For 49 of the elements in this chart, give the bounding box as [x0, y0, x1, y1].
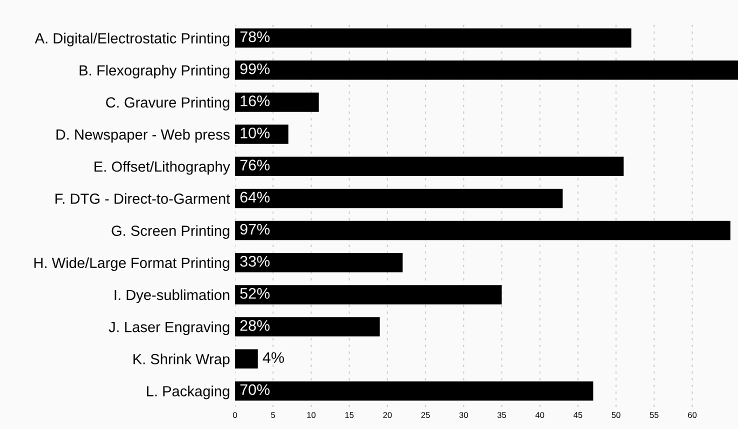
annotation: 70% [240, 384, 270, 396]
y-tick-label: C. Gravure Printing [106, 96, 230, 111]
annotation: 33% [240, 256, 270, 267]
x-tick-label: 20 [383, 412, 392, 418]
y-tick-label: L. Packaging [147, 386, 230, 400]
y-tick-label: I. Dye-sublimation [114, 289, 230, 304]
annotation: 4% [262, 352, 284, 363]
bar [235, 92, 319, 112]
x-tick-label: 5 [271, 412, 276, 418]
bar [235, 381, 594, 401]
y-tick-label: J. Laser Engraving [108, 322, 230, 336]
bar [235, 28, 632, 48]
y-tick-label: K. Shrink Wrap [134, 354, 230, 368]
y-tick-label: F. DTG - Direct-to-Garment [56, 193, 230, 204]
x-tick-label: 40 [535, 412, 544, 418]
bar [235, 285, 502, 304]
x-tick-label: 35 [497, 412, 506, 418]
y-tick-label: A. Digital/Electrostatic Printing [34, 32, 230, 46]
y-tick-label: D. Newspaper - Web press [56, 129, 230, 143]
bar [235, 349, 258, 368]
y-tick-label: B. Flexography Printing [80, 64, 230, 78]
y-tick-label: G. Screen Printing [112, 225, 230, 239]
annotation: 28% [240, 320, 270, 331]
annotation: 78% [240, 31, 270, 42]
y-tick-label: H. Wide/Large Format Printing [34, 257, 230, 271]
x-tick-label: 45 [574, 412, 582, 418]
annotation: 97% [240, 224, 270, 235]
annotation: 99% [240, 63, 270, 74]
annotation: 52% [240, 288, 270, 299]
annotation: 16% [240, 95, 270, 106]
bar [235, 124, 288, 144]
bar [235, 220, 730, 240]
x-tick-label: 0 [233, 412, 237, 418]
x-tick-label: 30 [459, 412, 468, 418]
bar [235, 60, 738, 80]
bar [235, 156, 624, 176]
bar [235, 253, 403, 272]
x-tick-label: 50 [612, 412, 620, 418]
x-tick-label: 15 [345, 412, 354, 418]
y-tick-label: E. Offset/Lithography [94, 161, 230, 175]
bar [235, 188, 563, 208]
annotation: 64% [240, 192, 270, 203]
annotation: 10% [240, 128, 270, 138]
x-tick-label: 60 [688, 412, 697, 418]
bar [235, 317, 380, 336]
annotation: 76% [240, 160, 270, 170]
x-tick-label: 10 [307, 412, 316, 418]
x-tick-label: 25 [421, 412, 430, 418]
x-tick-label: 55 [650, 412, 658, 418]
